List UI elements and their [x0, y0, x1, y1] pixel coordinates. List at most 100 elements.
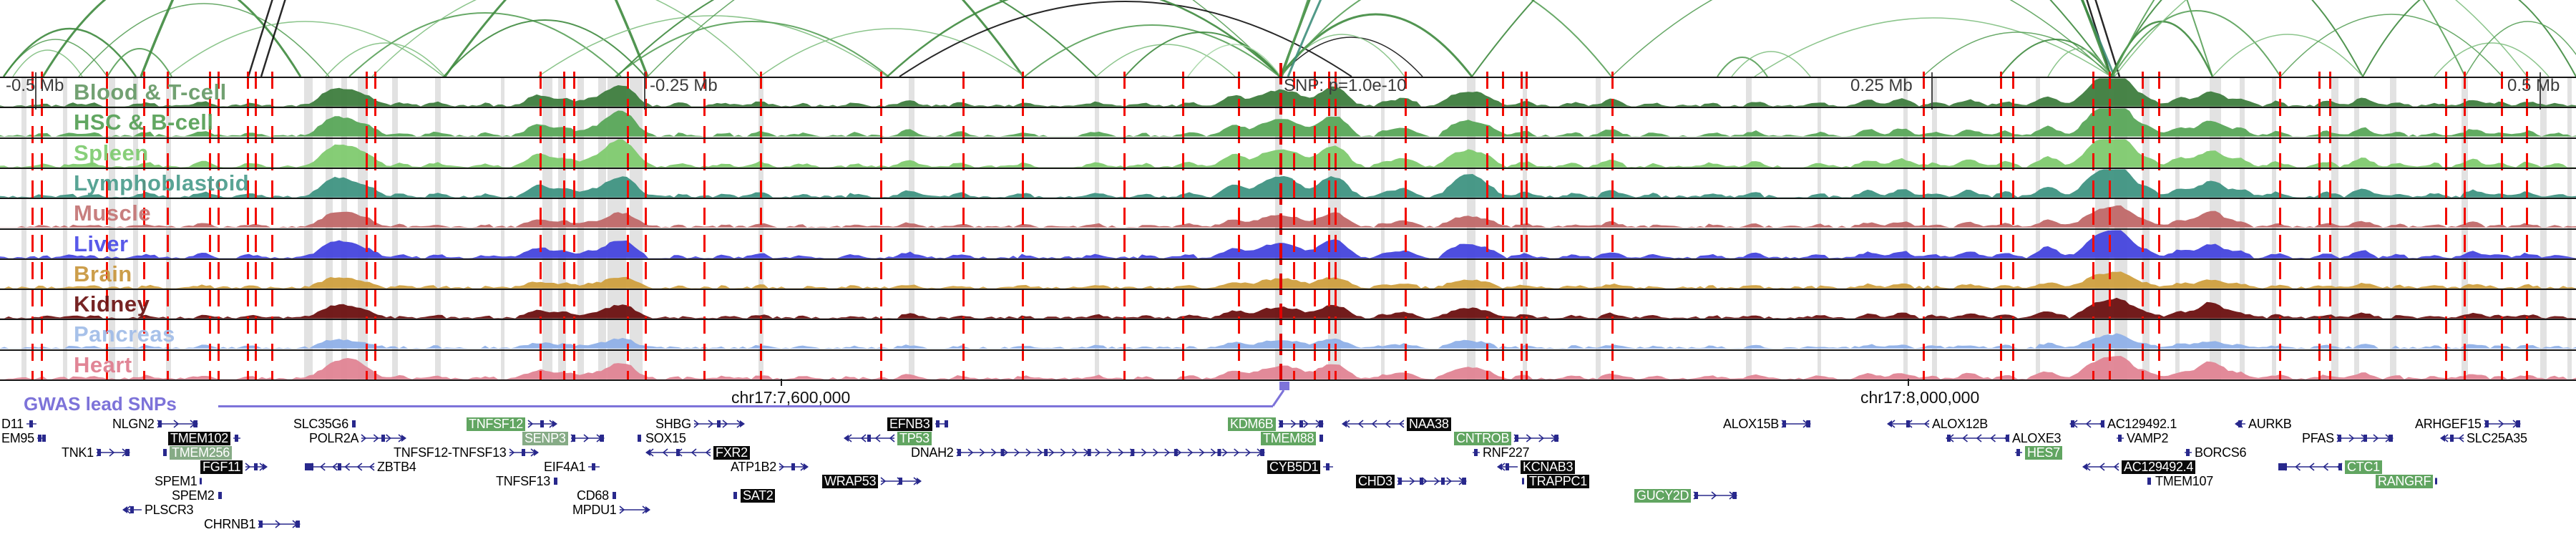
interaction-arc — [1922, 32, 2113, 77]
gene-label-atp1b2[interactable]: ATP1B2 — [731, 460, 776, 474]
gene-label-alox12b[interactable]: ALOX12B — [1932, 417, 1988, 431]
gene-structure — [2484, 420, 2521, 428]
gene-label-tnfsf12[interactable]: TNFSF12 — [467, 417, 525, 431]
gene-label-tnfsf12-tnfsf13[interactable]: TNFSF12-TNFSF13 — [394, 445, 507, 460]
interaction-arc — [2110, 0, 2363, 77]
track-border — [0, 289, 2576, 291]
gene-label-kcnab3[interactable]: KCNAB3 — [1521, 460, 1576, 474]
interaction-arc — [443, 19, 646, 77]
gene-label-spem2[interactable]: SPEM2 — [172, 488, 215, 503]
track-label: Spleen — [74, 140, 149, 165]
snp-line — [1521, 72, 1523, 379]
gene-label-vamp2[interactable]: VAMP2 — [2127, 431, 2169, 445]
snp-line — [41, 72, 43, 379]
ruler-tick — [2540, 72, 2541, 110]
gene-label-ac129492.1[interactable]: AC129492.1 — [2107, 417, 2177, 431]
gene-label-zbtb4[interactable]: ZBTB4 — [377, 460, 416, 474]
gene-label-arhgef15[interactable]: ARHGEF15 — [2415, 417, 2482, 431]
gene-label-spem1[interactable]: SPEM1 — [155, 474, 197, 488]
gene-label-sox15[interactable]: SOX15 — [645, 431, 686, 445]
gene-label-ac129492.4[interactable]: AC129492.4 — [2122, 460, 2196, 474]
gene-label-dnah2[interactable]: DNAH2 — [911, 445, 954, 460]
snp-line — [645, 72, 647, 379]
gene-label-aurkb[interactable]: AURKB — [2248, 417, 2292, 431]
interaction-arc — [616, 0, 1097, 77]
snp-line — [2158, 72, 2160, 379]
interaction-arc — [2280, 14, 2503, 77]
track-label: Muscle — [74, 200, 152, 226]
gene-label-efnb3[interactable]: EFNB3 — [887, 417, 932, 431]
gene-label-shbg[interactable]: SHBG — [655, 417, 691, 431]
gene-label-plscr3[interactable]: PLSCR3 — [145, 503, 194, 517]
gene-entry: WRAP53 — [822, 475, 922, 488]
gene-label-tp53[interactable]: TP53 — [897, 432, 932, 445]
interaction-arcs — [2, 0, 2576, 77]
gene-label-sat2[interactable]: SAT2 — [741, 489, 776, 503]
gene-label-tnfsf13[interactable]: TNFSF13 — [496, 474, 550, 488]
interaction-arc — [1279, 37, 1423, 77]
gene-structure — [733, 492, 737, 499]
gene-label-mpdu1[interactable]: MPDU1 — [572, 503, 617, 517]
gene-structure — [1319, 435, 1324, 442]
gene-label-polr2a[interactable]: POLR2A — [309, 431, 359, 445]
snp-line — [2329, 72, 2331, 379]
gene-label-cd68[interactable]: CD68 — [577, 488, 609, 503]
snp-line — [1123, 72, 1126, 379]
gene-label-hes7[interactable]: HES7 — [2025, 446, 2062, 460]
gene-entry: SAT2 — [733, 489, 776, 503]
gene-label-rangrf[interactable]: RANGRF — [2376, 475, 2434, 488]
track-border — [0, 77, 2576, 78]
gene-structure — [956, 448, 1265, 457]
ruler-label-plus-quarter: 0.25 Mb — [1850, 76, 1913, 95]
gene-label-ctc1[interactable]: CTC1 — [2345, 460, 2382, 474]
snp-line — [573, 72, 575, 379]
track-label: Heart — [74, 352, 132, 377]
gene-label-pfas[interactable]: PFAS — [2302, 431, 2334, 445]
gene-label-rnf227[interactable]: RNF227 — [1483, 445, 1530, 460]
gene-label-aloxe3[interactable]: ALOXE3 — [2012, 431, 2062, 445]
snp-line — [2526, 72, 2528, 379]
gene-structure — [2336, 434, 2394, 442]
snp-line — [209, 72, 211, 379]
snp-line — [540, 72, 542, 379]
gene-label-eif4a1[interactable]: EIF4A1 — [544, 460, 586, 474]
gene-label-chd3[interactable]: CHD3 — [1356, 475, 1395, 488]
interaction-arc — [537, 15, 888, 77]
gene-label-kdm6b[interactable]: KDM6B — [1228, 417, 1276, 431]
gene-entry: ATP1B2 — [731, 460, 809, 474]
gene-label-d11[interactable]: D11 — [1, 417, 24, 431]
gene-structure — [2278, 463, 2343, 471]
gene-label-fxr2[interactable]: FXR2 — [713, 446, 750, 460]
gene-label-tmem256[interactable]: TMEM256 — [170, 446, 232, 460]
gene-structure — [258, 520, 301, 528]
ruler-tick — [644, 72, 645, 110]
gene-label-alox15b[interactable]: ALOX15B — [1723, 417, 1779, 431]
lead-snp-marker[interactable] — [1267, 379, 1299, 410]
gene-label-tmem102[interactable]: TMEM102 — [168, 432, 230, 445]
gene-label-tmem88[interactable]: TMEM88 — [1261, 432, 1317, 445]
gene-label-trappc1[interactable]: TRAPPC1 — [1527, 475, 1589, 488]
gene-label-slc35g6[interactable]: SLC35G6 — [293, 417, 348, 431]
gene-label-borcs6[interactable]: BORCS6 — [2195, 445, 2247, 460]
gene-entry: CTC1 — [2278, 460, 2382, 474]
gene-label-fgf11[interactable]: FGF11 — [200, 460, 243, 474]
gene-label-cyb5d1[interactable]: CYB5D1 — [1267, 460, 1321, 474]
gene-label-naa38[interactable]: NAA38 — [1407, 417, 1451, 431]
track-border — [0, 107, 2576, 109]
gene-label-chrnb1[interactable]: CHRNB1 — [204, 517, 256, 531]
gene-label-cntrob[interactable]: CNTROB — [1454, 432, 1512, 445]
gene-label-senp3[interactable]: SENP3 — [522, 432, 568, 445]
gene-structure — [163, 449, 167, 456]
gene-label-nlgn2[interactable]: NLGN2 — [112, 417, 155, 431]
gene-structure — [588, 463, 600, 470]
snp-line — [255, 72, 257, 379]
lead-snp-line — [1279, 63, 1282, 379]
gene-entry: KDM6B — [1228, 417, 1324, 431]
gene-label-wrap53[interactable]: WRAP53 — [822, 475, 879, 488]
gene-label-em95[interactable]: EM95 — [1, 431, 34, 445]
gene-label-gucy2d[interactable]: GUCY2D — [1634, 489, 1692, 503]
gene-label-slc25a35[interactable]: SLC25A35 — [2467, 431, 2527, 445]
gene-label-tnk1[interactable]: TNK1 — [62, 445, 94, 460]
gene-entry: POLR2A — [309, 431, 407, 445]
gene-label-tmem107[interactable]: TMEM107 — [2155, 474, 2213, 488]
